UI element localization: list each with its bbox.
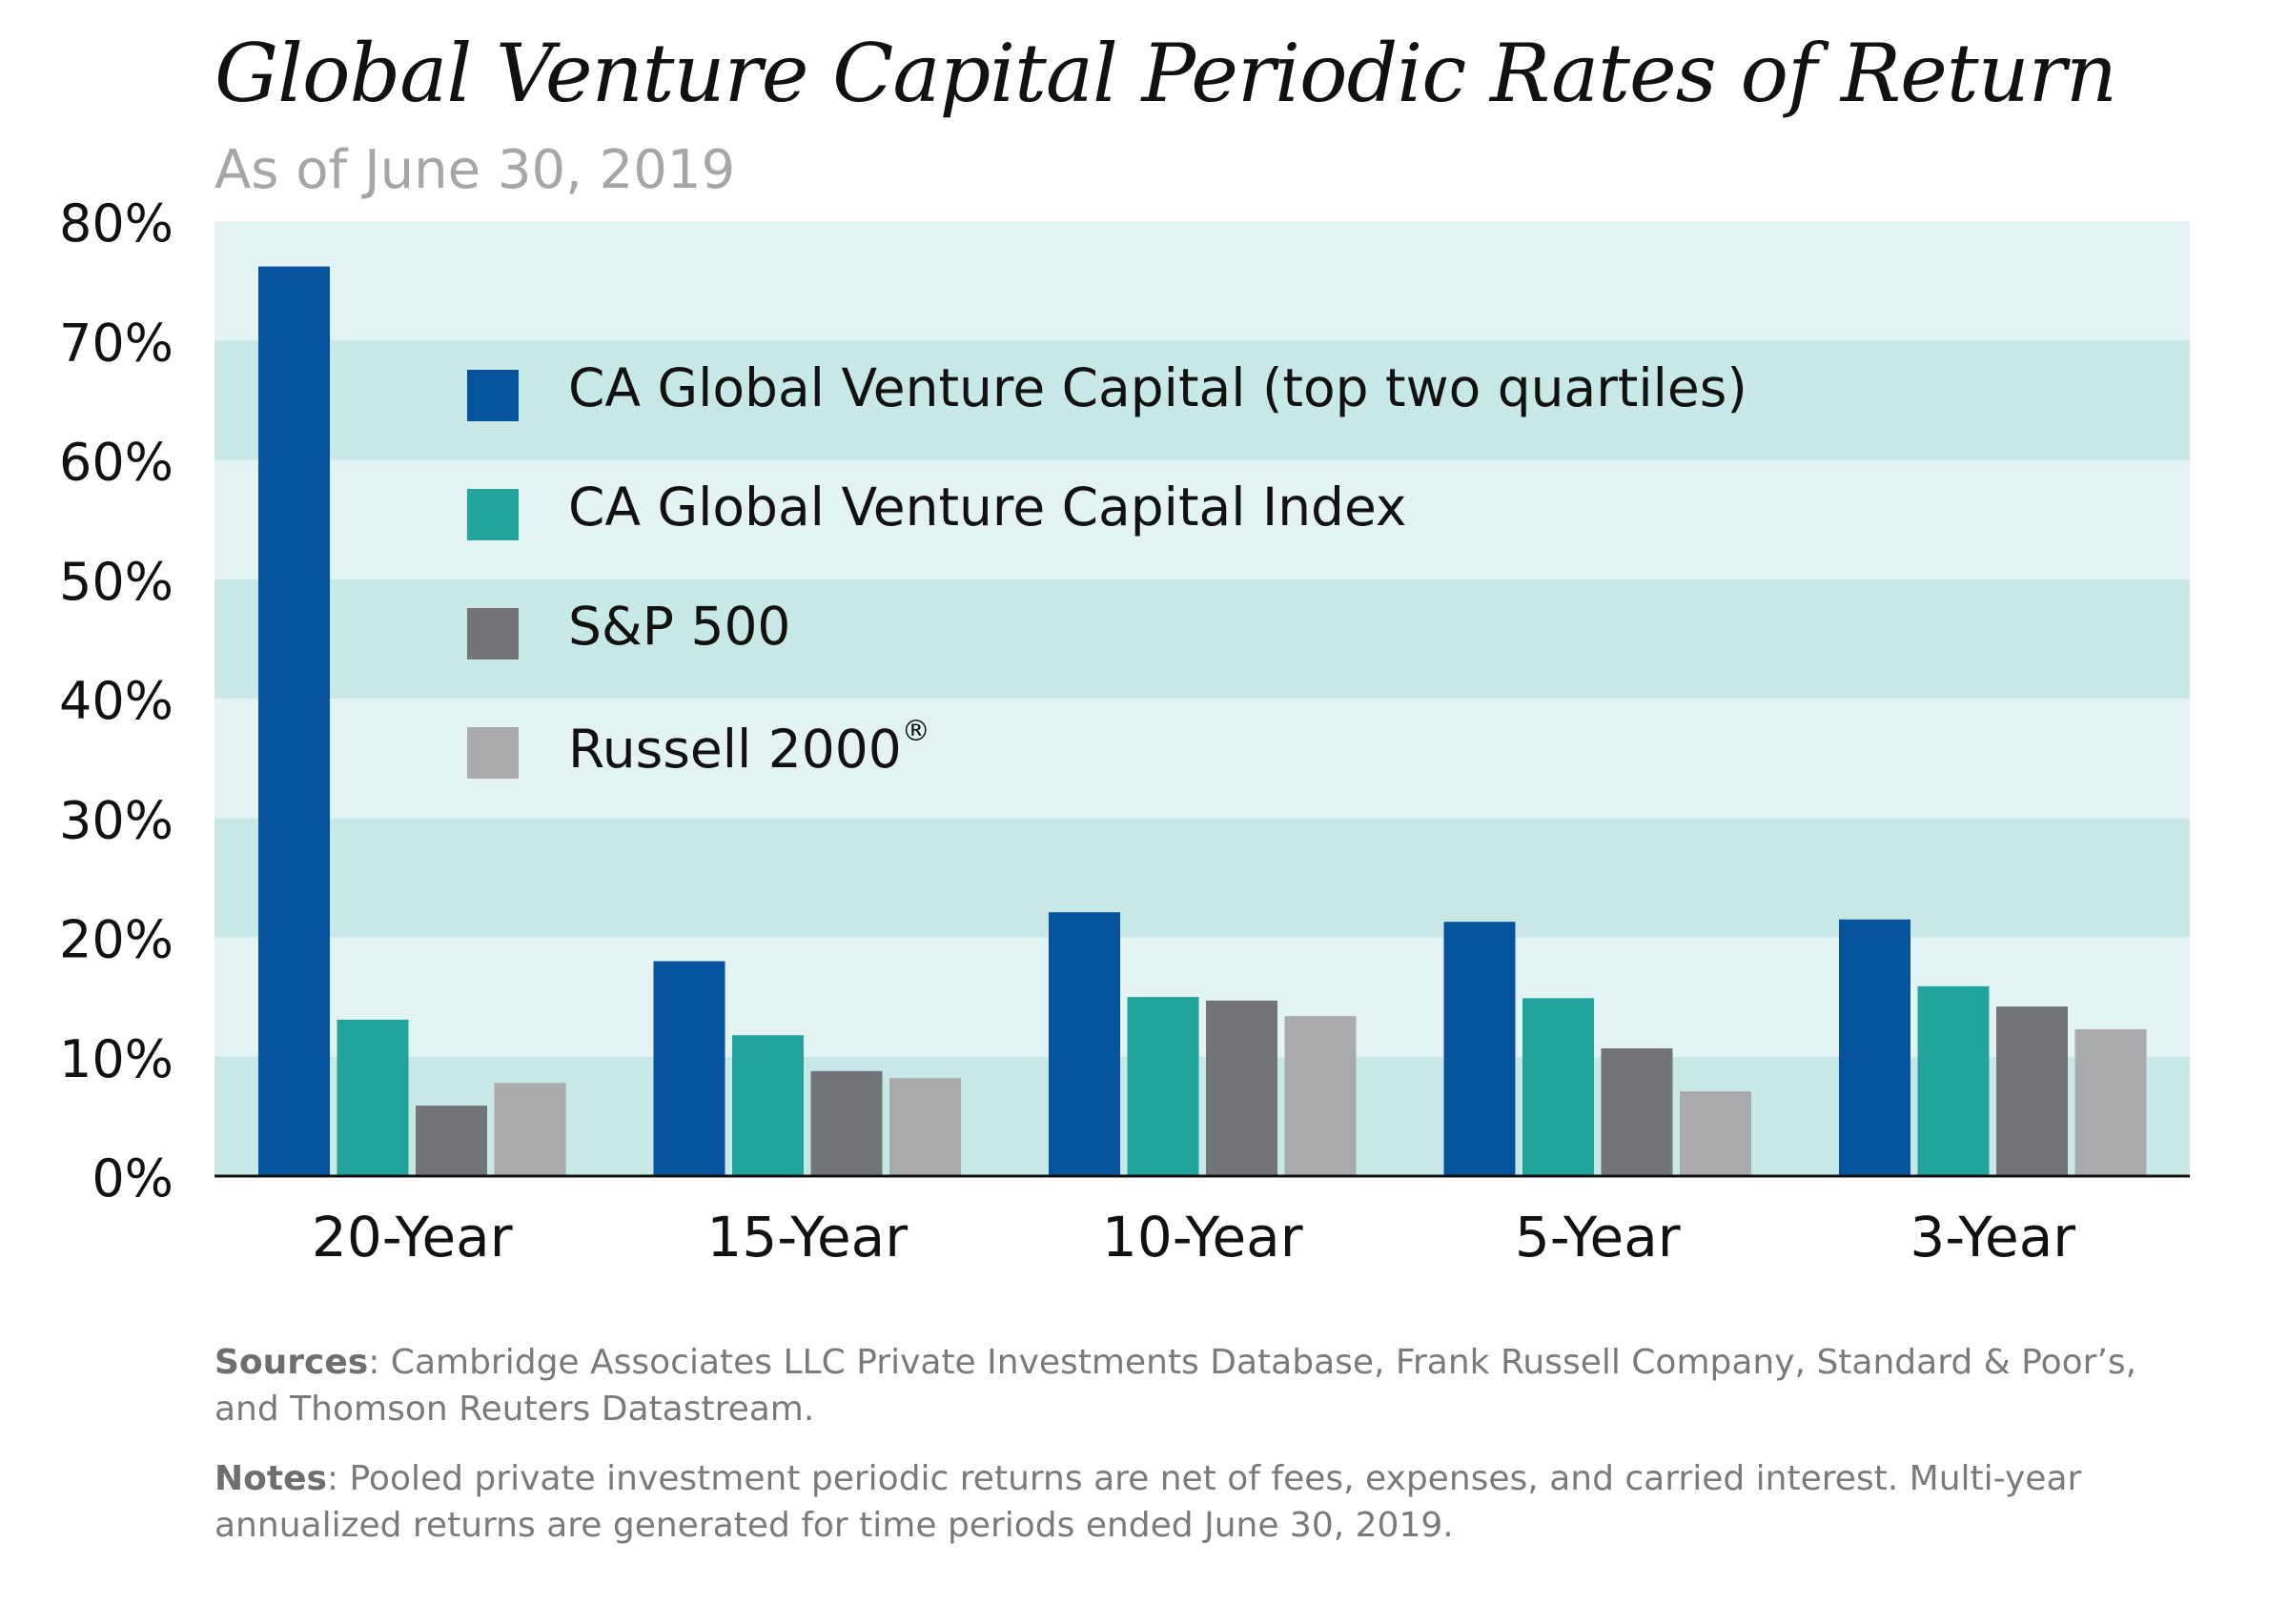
background-band [214,818,2190,938]
bar [1206,1000,1277,1176]
bar [416,1106,487,1176]
bar [258,266,330,1177]
legend-label-suffix: ® [901,715,930,748]
background-band [214,340,2190,460]
bar [1601,1047,1673,1176]
y-tick-label: 60% [59,433,174,493]
background-band [214,459,2190,579]
bar [1839,919,1910,1176]
bar [1680,1091,1751,1176]
bar-chart: 0% 10% 20% 30% 40% 50% 60% 70% 80% 20-Year 15-Yea… [59,193,2190,1269]
bar [1284,1016,1357,1176]
bar [2074,1028,2147,1176]
legend-swatch [467,489,519,540]
background-band [214,579,2190,699]
x-tick-label: 15-Year [706,1205,908,1269]
x-tick-label: 3-Year [1910,1205,2075,1269]
bar [494,1083,566,1176]
bar [732,1035,804,1176]
legend-label: Russell 2000® [568,715,930,780]
sources-label: Sources [214,1343,369,1382]
y-tick-label: 0% [92,1148,174,1208]
legend-label: CA Global Venture Capital (top two quart… [568,357,1747,418]
bars-group [258,266,2147,1177]
legend-label: S&P 500 [568,596,791,657]
notes-text: : Pooled private investment periodic ret… [214,1459,2082,1545]
bar [1996,1006,2068,1176]
legend-swatch [467,727,519,779]
bar [653,961,725,1176]
sources-text: : Cambridge Associates LLC Private Inves… [214,1343,2137,1429]
bar [1127,997,1199,1176]
y-tick-label: 30% [59,790,174,850]
notes-footnote: Notes: Pooled private investment periodi… [214,1455,2207,1549]
y-axis-tick-labels: 0% 10% 20% 30% 40% 50% 60% 70% 80% [59,193,174,1208]
y-tick-label: 80% [59,193,174,254]
x-tick-label: 5-Year [1515,1205,1681,1269]
x-tick-label: 20-Year [312,1205,513,1269]
x-axis-tick-labels: 20-Year 15-Year 10-Year 5-Year 3-Year [312,1205,2075,1269]
y-tick-label: 50% [59,552,174,612]
bar [1443,922,1516,1176]
bar [337,1019,409,1176]
legend-swatch [467,370,519,421]
background-band [214,221,2190,341]
bar [1917,985,1990,1176]
bar [1522,998,1594,1176]
y-tick-label: 20% [59,910,174,970]
y-tick-label: 70% [59,313,174,373]
chart-subtitle: As of June 30, 2019 [214,139,736,201]
notes-label: Notes [214,1459,327,1498]
y-tick-label: 40% [59,671,174,731]
legend-swatch [467,608,519,660]
bar [810,1070,883,1176]
background-band [214,699,2190,819]
sources-footnote: Sources: Cambridge Associates LLC Privat… [214,1339,2207,1432]
bar [1049,912,1120,1176]
bar [889,1078,961,1176]
y-tick-label: 10% [59,1029,174,1089]
chart-title: Global Venture Capital Periodic Rates of… [214,27,2117,120]
legend-label: CA Global Venture Capital Index [568,477,1407,538]
x-tick-label: 10-Year [1102,1205,1303,1269]
